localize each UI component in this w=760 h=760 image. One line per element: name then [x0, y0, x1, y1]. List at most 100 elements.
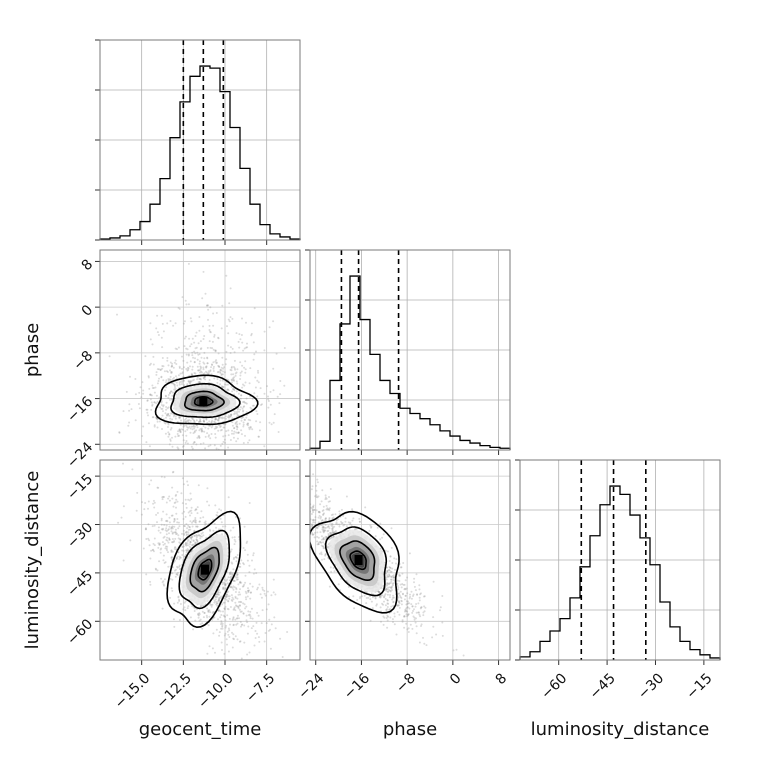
joint-phase-vs-luminosity_distance-point [345, 495, 348, 498]
joint-geocent_time-vs-luminosity_distance-point [173, 569, 176, 572]
joint-geocent_time-vs-luminosity_distance-point [171, 527, 174, 530]
joint-geocent_time-vs-luminosity_distance-point [225, 596, 228, 599]
joint-geocent_time-vs-phase-point [182, 428, 184, 431]
joint-phase-vs-luminosity_distance-point [420, 606, 423, 609]
joint-geocent_time-vs-phase-point [233, 413, 236, 415]
joint-geocent_time-vs-phase-point [160, 407, 163, 410]
joint-geocent_time-vs-luminosity_distance-point [156, 486, 159, 489]
joint-geocent_time-vs-phase-point [216, 381, 219, 384]
joint-geocent_time-vs-luminosity_distance-point [172, 618, 175, 621]
joint-geocent_time-vs-phase-point [217, 482, 219, 484]
joint-geocent_time-vs-phase-point [188, 380, 190, 383]
joint-geocent_time-vs-luminosity_distance-point [228, 571, 231, 574]
joint-geocent_time-vs-luminosity_distance-point [197, 616, 200, 619]
joint-phase-vs-luminosity_distance-point [370, 526, 372, 529]
joint-geocent_time-vs-phase-point [204, 452, 206, 454]
joint-geocent_time-vs-phase-point [208, 424, 211, 427]
joint-geocent_time-vs-luminosity_distance-point [224, 583, 226, 586]
joint-geocent_time-vs-phase-point [161, 357, 164, 359]
joint-phase-vs-luminosity_distance-point [378, 595, 381, 598]
joint-geocent_time-vs-luminosity_distance-point [175, 493, 178, 496]
joint-phase-vs-luminosity_distance-point [385, 608, 388, 611]
joint-geocent_time-vs-phase-point [187, 366, 189, 369]
joint-geocent_time-vs-phase-point [232, 432, 235, 435]
joint-geocent_time-vs-luminosity_distance-point [181, 512, 184, 515]
joint-geocent_time-vs-luminosity_distance-point [163, 584, 166, 587]
joint-phase-vs-luminosity_distance-point [389, 608, 392, 611]
joint-phase-vs-luminosity_distance-point [273, 465, 275, 467]
joint-geocent_time-vs-phase-point [209, 346, 212, 349]
joint-geocent_time-vs-phase-point [179, 380, 182, 383]
joint-geocent_time-vs-phase-point [182, 375, 185, 378]
joint-phase-vs-luminosity_distance-point [420, 625, 422, 627]
joint-geocent_time-vs-luminosity_distance-point [240, 625, 242, 628]
joint-geocent_time-vs-phase-point [206, 432, 209, 435]
joint-phase-vs-luminosity_distance-point [304, 516, 306, 518]
joint-phase-vs-luminosity_distance-point [324, 538, 327, 541]
joint-geocent_time-vs-luminosity_distance-point [232, 598, 235, 601]
joint-geocent_time-vs-phase-point [233, 430, 236, 433]
joint-phase-vs-luminosity_distance-point [322, 514, 325, 516]
joint-phase-vs-luminosity_distance-point [330, 570, 333, 573]
joint-geocent_time-vs-phase-point [224, 383, 226, 386]
joint-phase-vs-luminosity_distance-point [332, 532, 335, 534]
joint-phase-vs-luminosity_distance-point [335, 523, 338, 525]
joint-geocent_time-vs-luminosity_distance-point [183, 532, 185, 535]
joint-geocent_time-vs-phase-point [217, 417, 220, 420]
joint-geocent_time-vs-luminosity_distance-point [186, 607, 189, 610]
joint-geocent_time-vs-luminosity_distance-point [179, 538, 182, 540]
joint-geocent_time-vs-luminosity_distance-point [222, 614, 225, 617]
joint-geocent_time-vs-luminosity_distance-point [194, 509, 197, 512]
joint-geocent_time-vs-phase-point [227, 332, 230, 335]
joint-geocent_time-vs-phase-point [194, 352, 197, 355]
joint-phase-vs-luminosity_distance-point [413, 618, 416, 621]
joint-geocent_time-vs-luminosity_distance-point [209, 603, 212, 606]
joint-geocent_time-vs-luminosity_distance-point [183, 525, 186, 527]
joint-geocent_time-vs-luminosity_distance-point [185, 531, 188, 534]
joint-geocent_time-vs-luminosity_distance-point [170, 526, 173, 529]
joint-geocent_time-vs-luminosity_distance-point [185, 549, 188, 552]
joint-geocent_time-vs-phase-point [187, 367, 190, 370]
joint-geocent_time-vs-luminosity_distance-point [187, 531, 190, 534]
joint-geocent_time-vs-phase-point [246, 423, 248, 426]
joint-phase-vs-luminosity_distance-point [279, 465, 281, 467]
joint-geocent_time-vs-phase-point [186, 428, 189, 431]
joint-geocent_time-vs-luminosity_distance-point [175, 533, 178, 536]
joint-geocent_time-vs-phase-point [185, 353, 188, 356]
joint-geocent_time-vs-luminosity_distance-point [270, 594, 273, 597]
joint-phase-vs-luminosity_distance-point [310, 506, 313, 509]
joint-geocent_time-vs-phase-point [245, 346, 248, 349]
joint-geocent_time-vs-phase-point [192, 442, 195, 445]
joint-geocent_time-vs-luminosity_distance-point [216, 593, 219, 596]
joint-phase-vs-luminosity_distance-point [321, 523, 324, 526]
joint-phase-vs-luminosity_distance-point [364, 506, 367, 509]
joint-phase-vs-luminosity_distance-point [315, 496, 318, 498]
joint-phase-vs-luminosity_distance-point [391, 618, 394, 621]
joint-geocent_time-vs-phase-point [155, 373, 158, 376]
joint-geocent_time-vs-phase-point [254, 376, 257, 379]
joint-phase-vs-luminosity_distance-point [387, 602, 390, 605]
joint-geocent_time-vs-luminosity_distance-point [253, 644, 256, 647]
joint-geocent_time-vs-phase-point [202, 270, 205, 273]
joint-geocent_time-vs-phase-point [283, 347, 286, 349]
joint-phase-vs-luminosity_distance-point [455, 648, 458, 651]
joint-geocent_time-vs-luminosity_distance-point [163, 496, 165, 498]
joint-geocent_time-vs-luminosity_distance-point [268, 618, 271, 621]
joint-geocent_time-vs-phase-point [197, 369, 200, 372]
joint-geocent_time-vs-luminosity_distance-point [163, 562, 166, 564]
joint-geocent_time-vs-phase-point [229, 352, 232, 354]
joint-phase-vs-luminosity_distance-point [393, 576, 396, 579]
joint-geocent_time-vs-luminosity_distance-point [153, 544, 156, 547]
joint-geocent_time-vs-phase-point [162, 404, 165, 407]
joint-geocent_time-vs-phase-point [240, 419, 243, 422]
joint-phase-vs-luminosity_distance-point [324, 517, 327, 520]
joint-geocent_time-vs-phase-point [210, 433, 213, 435]
joint-phase-vs-luminosity_distance-point [399, 596, 402, 598]
joint-geocent_time-vs-phase-point [171, 378, 174, 380]
joint-phase-vs-luminosity_distance-point [385, 576, 388, 579]
joint-phase-vs-luminosity_distance-point [390, 576, 393, 578]
joint-geocent_time-vs-luminosity_distance-point [181, 477, 184, 480]
joint-geocent_time-vs-luminosity_distance-point [234, 618, 237, 621]
joint-phase-vs-luminosity_distance-point [304, 503, 306, 505]
joint-phase-vs-luminosity_distance-point [382, 533, 385, 536]
